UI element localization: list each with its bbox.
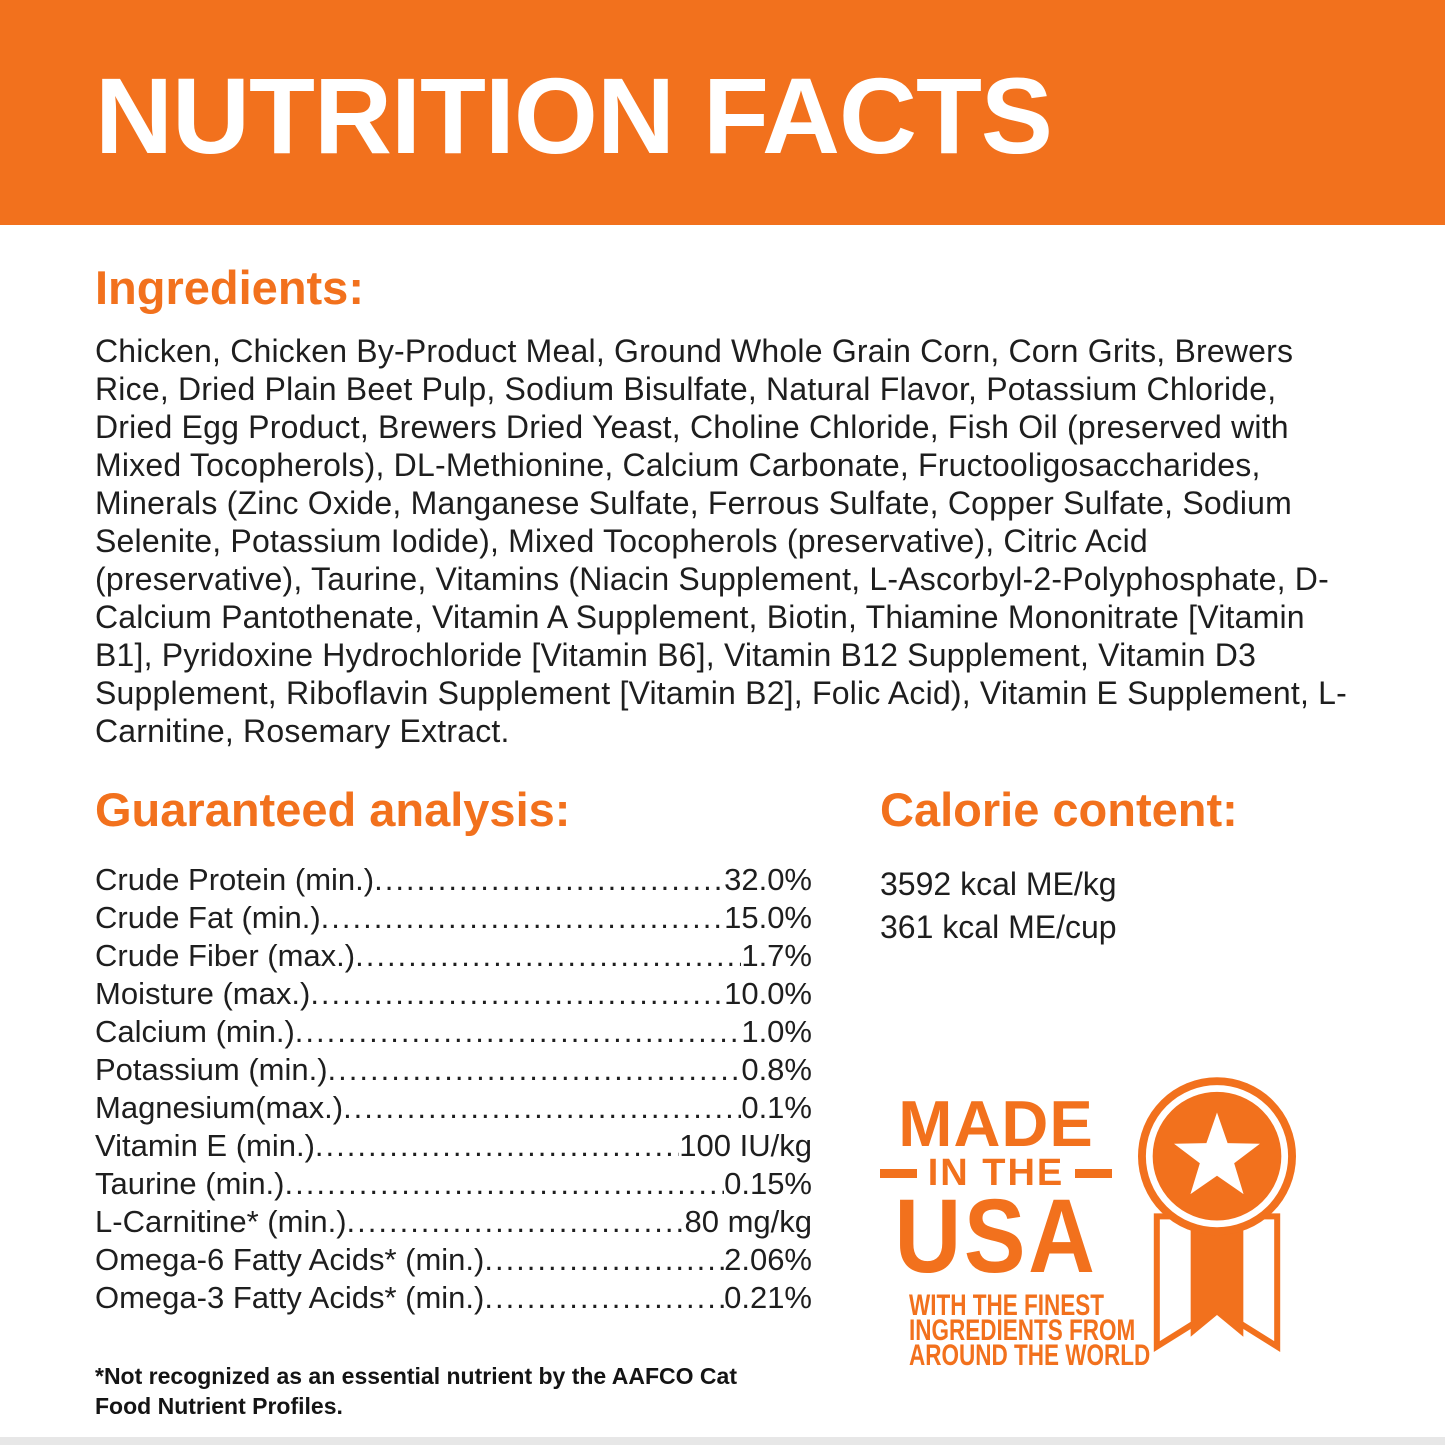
lower-columns: Guaranteed analysis: Crude Protein (min.… <box>0 783 1445 1421</box>
analysis-label: Vitamin E (min.) <box>95 1128 315 1163</box>
analysis-row: Crude Protein (min.)....................… <box>95 861 812 899</box>
analysis-value: 0.21% <box>724 1280 812 1315</box>
analysis-value: 2.06% <box>724 1242 812 1277</box>
ingredients-section: Ingredients: Chicken, Chicken By-Product… <box>0 225 1445 750</box>
analysis-row: Crude Fat (min.)........................… <box>95 899 812 937</box>
analysis-label: Omega-3 Fatty Acids* (min.) <box>95 1280 485 1315</box>
analysis-label: Potassium (min.) <box>95 1052 328 1087</box>
leader-dots: ........................................… <box>284 1166 725 1201</box>
in-the-line: IN THE <box>879 1152 1113 1194</box>
analysis-label: Omega-6 Fatty Acids* (min.) <box>95 1242 485 1277</box>
ingredients-text: Chicken, Chicken By-Product Meal, Ground… <box>95 333 1347 749</box>
analysis-row: Taurine (min.)..........................… <box>95 1165 812 1203</box>
leader-dots: ........................................… <box>320 900 724 935</box>
guaranteed-analysis-section: Guaranteed analysis: Crude Protein (min.… <box>95 783 812 1421</box>
analysis-label: Calcium (min.) <box>95 1014 295 1049</box>
dash-left-icon <box>879 1168 917 1178</box>
page-title: NUTRITION FACTS <box>95 55 1053 176</box>
analysis-value: 10.0% <box>724 976 812 1011</box>
analysis-value: 1.0% <box>741 1014 812 1049</box>
analysis-row: Vitamin E (min.)........................… <box>95 1127 812 1165</box>
in-the-label: IN THE <box>927 1152 1065 1194</box>
usa-line: USA <box>894 1178 1098 1295</box>
analysis-value: 1.7% <box>741 938 812 973</box>
analysis-value: 32.0% <box>724 862 812 897</box>
guaranteed-analysis-heading: Guaranteed analysis: <box>95 783 571 836</box>
leader-dots: ........................................… <box>355 938 742 973</box>
analysis-label: L-Carnitine* (min.) <box>95 1204 347 1239</box>
analysis-value: 0.15% <box>724 1166 812 1201</box>
analysis-row: Omega-6 Fatty Acids* (min.).............… <box>95 1241 812 1279</box>
analysis-value: 0.8% <box>741 1052 812 1087</box>
made-line: MADE <box>898 1087 1094 1160</box>
analysis-label: Taurine (min.) <box>95 1166 285 1201</box>
analysis-label: Magnesium(max.) <box>95 1090 344 1125</box>
made-in-usa-text: MADE IN THE USA WITH THE FINEST INGREDIE… <box>879 1077 1151 1372</box>
analysis-label: Crude Fat (min.) <box>95 900 321 935</box>
ingredients-heading: Ingredients: <box>95 261 364 314</box>
calorie-line-cup: 361 kcal ME/cup <box>880 909 1117 945</box>
analysis-label: Crude Fiber (max.) <box>95 938 356 973</box>
leader-dots: ........................................… <box>346 1204 685 1239</box>
leader-dots: ........................................… <box>343 1090 741 1125</box>
analysis-value: 100 IU/kg <box>679 1128 812 1163</box>
analysis-row: Crude Fiber (max.)......................… <box>95 937 812 975</box>
leader-dots: ........................................… <box>294 1014 742 1049</box>
leader-dots: ........................................… <box>327 1052 742 1087</box>
badge-subline: AROUND THE WORLD <box>909 1339 1151 1372</box>
badge-subline: WITH THE FINEST <box>909 1289 1104 1322</box>
aafco-footnote: *Not recognized as an essential nutrient… <box>95 1363 737 1419</box>
analysis-rows: Crude Protein (min.)....................… <box>95 861 812 1317</box>
calorie-section: Calorie content: 3592 kcal ME/kg 361 kca… <box>879 783 1350 1421</box>
leader-dots: ........................................… <box>484 1280 724 1315</box>
leader-dots: ........................................… <box>484 1242 724 1277</box>
analysis-row: Potassium (min.)........................… <box>95 1051 812 1089</box>
analysis-row: Omega-3 Fatty Acids* (min.).............… <box>95 1279 812 1317</box>
analysis-value: 0.1% <box>741 1090 812 1125</box>
analysis-label: Crude Protein (min.) <box>95 862 375 897</box>
analysis-row: L-Carnitine* (min.).....................… <box>95 1203 812 1241</box>
leader-dots: ........................................… <box>310 976 725 1011</box>
dash-right-icon <box>1075 1168 1113 1178</box>
analysis-row: Calcium (min.)..........................… <box>95 1013 812 1051</box>
analysis-value: 80 mg/kg <box>684 1204 812 1239</box>
photo-bottom-edge <box>0 1437 1445 1445</box>
calorie-lines: 3592 kcal ME/kg 361 kcal ME/cup <box>880 863 1350 949</box>
leader-dots: ........................................… <box>314 1128 680 1163</box>
analysis-row: Magnesium(max.).........................… <box>95 1089 812 1127</box>
analysis-label: Moisture (max.) <box>95 976 311 1011</box>
analysis-row: Moisture (max.).........................… <box>95 975 812 1013</box>
leader-dots: ........................................… <box>374 862 725 897</box>
award-ribbon-icon <box>1138 1077 1296 1352</box>
made-in-usa-badge: MADE IN THE USA WITH THE FINEST INGREDIE… <box>879 1077 1350 1372</box>
calorie-line-kg: 3592 kcal ME/kg <box>880 866 1117 902</box>
calorie-content-heading: Calorie content: <box>880 783 1238 836</box>
analysis-value: 15.0% <box>724 900 812 935</box>
header-banner: NUTRITION FACTS <box>0 0 1445 225</box>
